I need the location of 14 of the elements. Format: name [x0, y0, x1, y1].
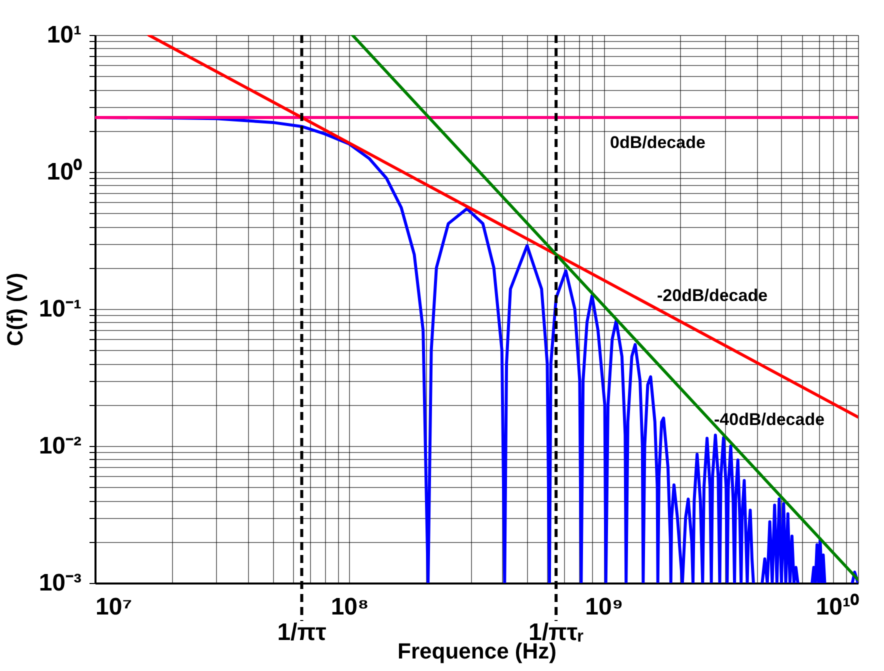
y-tick-label: 10⁻³: [38, 570, 82, 596]
x-tick-label: 10⁸: [330, 594, 369, 620]
y-tick-label: 10⁻²: [38, 432, 82, 460]
ref-line-label: 1/πτ: [277, 619, 327, 646]
y-tick-label: 10⁰: [46, 158, 82, 186]
y-tick-label: 10⁻¹: [38, 296, 82, 322]
annotation: 0dB/decade: [610, 133, 706, 152]
annotation: -20dB/decade: [657, 286, 768, 305]
annotation: -40dB/decade: [714, 410, 825, 429]
y-axis-title: C(f) (V): [2, 272, 28, 346]
x-tick-label: 10⁹: [585, 594, 624, 620]
y-tick-label: 10¹: [46, 22, 82, 48]
x-tick-label: 10⁷: [96, 594, 132, 620]
x-tick-label: 10¹⁰: [816, 594, 860, 620]
